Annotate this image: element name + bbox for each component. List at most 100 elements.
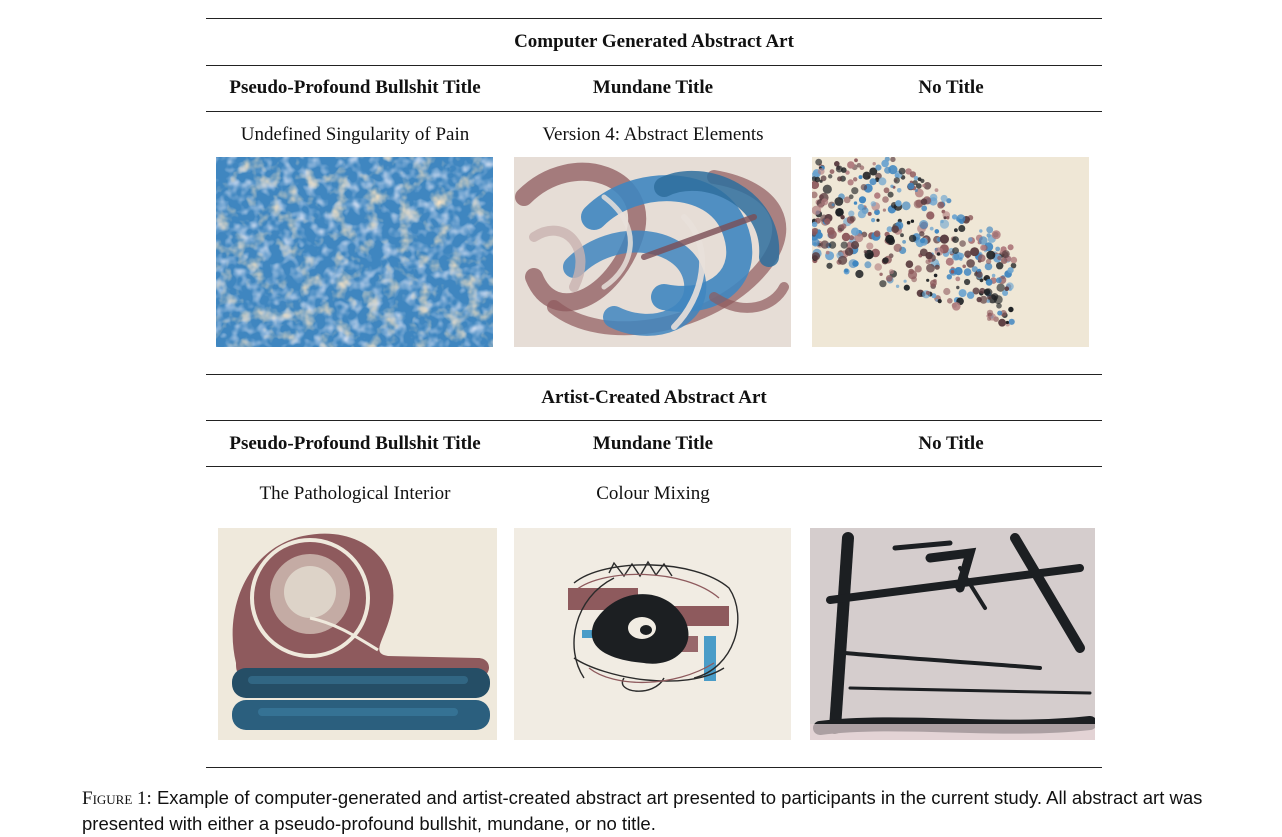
art-dot xyxy=(968,237,973,242)
art-dot xyxy=(956,285,960,290)
art-dot xyxy=(978,236,988,245)
art-dot xyxy=(828,241,837,249)
header-rule xyxy=(206,466,1102,467)
section-rule xyxy=(206,65,1102,66)
art-dot xyxy=(906,220,911,225)
art-dot xyxy=(853,261,858,266)
art-dot xyxy=(986,299,990,303)
art-dot xyxy=(824,218,831,225)
figure-label: Figure 1: xyxy=(82,788,152,809)
art-dot xyxy=(991,273,996,278)
art-dot xyxy=(937,299,942,304)
art-dot xyxy=(905,260,914,268)
art-dot xyxy=(853,201,858,205)
art-dot xyxy=(822,184,832,194)
art-dot xyxy=(964,278,971,286)
art-dot xyxy=(934,188,939,192)
art-dot xyxy=(875,164,882,171)
art-dot xyxy=(995,246,1001,252)
art-dot xyxy=(926,278,930,282)
art-dot xyxy=(874,263,882,271)
art-dot xyxy=(894,179,898,183)
art-dot xyxy=(1002,290,1009,296)
art-dot xyxy=(887,237,895,245)
art-dot xyxy=(827,230,837,239)
art-dot xyxy=(925,259,931,265)
art-dot xyxy=(900,233,904,238)
art-dot xyxy=(986,309,994,317)
art-dot xyxy=(985,278,993,286)
art-dot xyxy=(812,238,820,247)
art-dot xyxy=(872,162,876,166)
art-dot xyxy=(845,170,850,175)
art-dot xyxy=(862,171,871,180)
art-dot xyxy=(840,241,848,249)
art-dot xyxy=(913,199,923,209)
art-dot xyxy=(858,175,863,180)
art-dot xyxy=(873,230,881,237)
art-dot xyxy=(840,223,847,229)
artwork-artist-mundane xyxy=(514,528,791,740)
section-rule xyxy=(206,420,1102,421)
art-dot xyxy=(870,201,876,207)
art-dot xyxy=(958,289,967,298)
art-dot xyxy=(955,276,961,282)
art-dot xyxy=(864,261,872,269)
art-dot xyxy=(831,203,835,207)
art-dot xyxy=(825,250,830,255)
art-dot xyxy=(812,180,820,190)
art-dot xyxy=(980,244,987,251)
art-dot xyxy=(853,177,858,182)
section-top-rule xyxy=(206,374,1102,375)
column-header-mundane: Mundane Title xyxy=(592,433,714,454)
column-header-no-title: No Title xyxy=(918,433,984,454)
art-dot xyxy=(971,266,978,273)
art-dot xyxy=(1008,306,1014,313)
art-dot xyxy=(919,220,929,229)
art-dot xyxy=(885,275,893,282)
art-dot xyxy=(890,184,894,188)
art-dot xyxy=(857,210,866,219)
art-dot xyxy=(933,273,938,278)
art-dot xyxy=(898,167,906,175)
art-dot xyxy=(895,200,902,207)
art-dot xyxy=(841,232,851,242)
art-dot xyxy=(1007,244,1014,251)
art-dot xyxy=(978,254,986,262)
art-dot xyxy=(849,215,856,222)
art-dot xyxy=(925,251,933,260)
art-dot xyxy=(829,169,835,174)
art-dot xyxy=(1007,267,1014,274)
art-dot xyxy=(858,196,867,204)
art-dot xyxy=(876,218,880,222)
art-dot xyxy=(929,226,934,231)
figure-caption-text: Example of computer-generated and artist… xyxy=(82,787,1203,834)
art-dot xyxy=(962,264,966,269)
art-dot xyxy=(816,229,822,234)
art-dot xyxy=(926,211,935,220)
art-dot xyxy=(920,198,928,205)
art-dot xyxy=(920,238,926,244)
art-dot xyxy=(902,240,906,244)
art-dot xyxy=(997,310,1003,316)
art-dot xyxy=(814,217,821,224)
art-dot xyxy=(840,215,845,220)
art-dot xyxy=(826,262,833,269)
art-dot xyxy=(983,288,991,296)
art-dot xyxy=(882,208,886,212)
column-header-no-title: No Title xyxy=(918,77,984,98)
art-dot xyxy=(912,180,918,186)
section-title-computer: Computer Generated Abstract Art xyxy=(514,31,794,52)
art-dot xyxy=(1001,250,1010,259)
art-dot xyxy=(1000,310,1007,317)
art-dot xyxy=(908,268,914,275)
art-dot xyxy=(910,219,915,223)
art-dot xyxy=(976,271,983,278)
art-dot xyxy=(854,158,858,163)
art-dot xyxy=(922,184,926,188)
art-dot xyxy=(991,230,1001,240)
art-dot xyxy=(908,234,917,243)
art-dot xyxy=(869,178,877,186)
art-dot xyxy=(855,269,864,279)
header-rule xyxy=(206,111,1102,112)
